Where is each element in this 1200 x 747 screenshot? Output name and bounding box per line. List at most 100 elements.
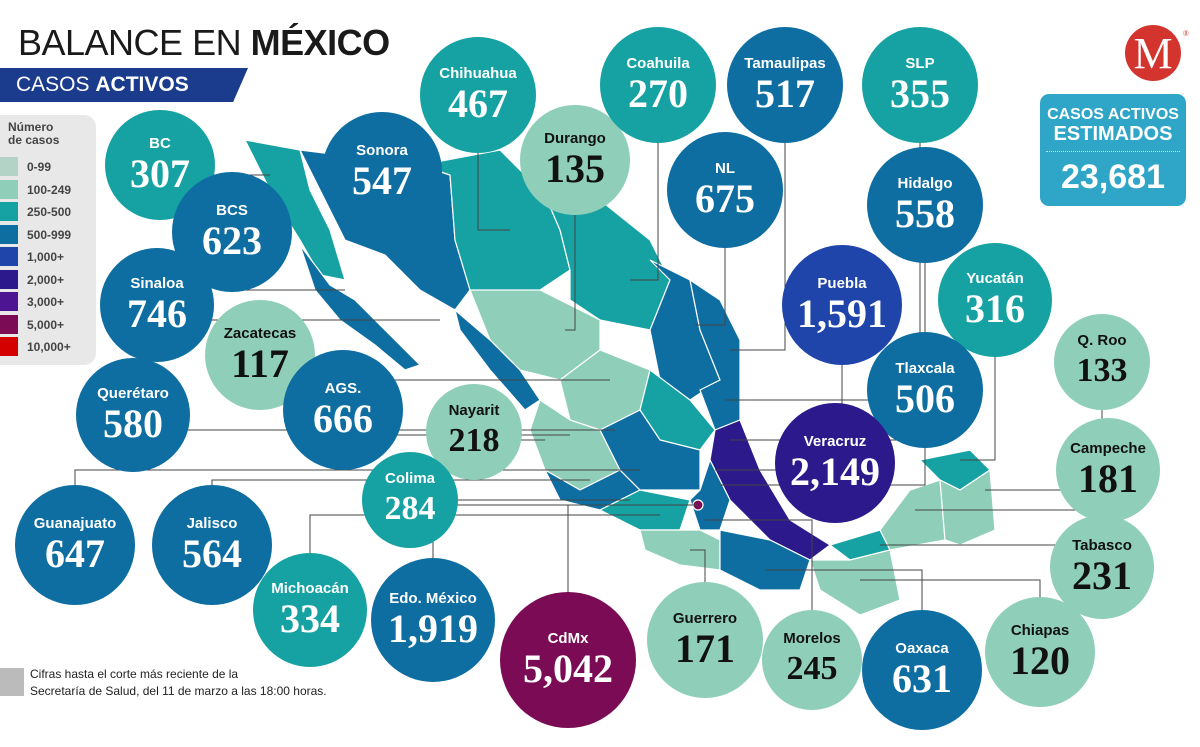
state-name: Veracruz	[803, 433, 867, 450]
state-value: 334	[280, 596, 340, 641]
legend-label: 500-999	[27, 227, 72, 242]
subtitle-light: CASOS	[16, 73, 96, 96]
footnote-line2: Secretaría de Salud, del 11 de marzo a l…	[30, 684, 327, 698]
state-name: SLP	[905, 55, 935, 72]
state-name: BCS	[216, 202, 248, 219]
legend-item: 100-249	[0, 179, 100, 200]
legend-item: 3,000+	[0, 292, 100, 312]
state-name: Chiapas	[1010, 622, 1070, 639]
state-bubble: SLP 355	[862, 27, 978, 143]
leader-line	[630, 85, 659, 281]
state-bubble: Chihuahua 467	[420, 37, 536, 153]
region-guerrero	[639, 529, 721, 571]
footnote-line1: Cifras hasta el corte más reciente de la	[30, 667, 239, 681]
logo-letter: M	[1133, 29, 1173, 78]
state-name: Jalisco	[186, 515, 238, 532]
state-bubble: Yucatán 316	[938, 243, 1052, 357]
state-value: 746	[127, 291, 187, 336]
state-name: Yucatán	[966, 270, 1024, 287]
state-bubble: Morelos 245	[762, 610, 862, 710]
state-name: Zacatecas	[223, 325, 297, 342]
legend: Número de casos 0-99 100-249 250-500 500-999…	[0, 115, 96, 365]
state-value: 623	[202, 218, 262, 263]
state-value: 181	[1078, 456, 1138, 501]
total-active-cases-box: CASOS ACTIVOS ESTIMADOS 23,681	[1040, 94, 1186, 206]
legend-label: 2,000+	[27, 272, 65, 287]
state-name: Sonora	[356, 142, 408, 159]
legend-item: 250-500	[0, 202, 100, 222]
state-bubble: Campeche 181	[1056, 418, 1160, 522]
registered-mark: ®	[1182, 29, 1189, 38]
state-bubble: Guerrero 171	[647, 582, 763, 698]
state-value: 316	[965, 286, 1025, 331]
legend-swatch	[0, 179, 18, 199]
state-value: 517	[755, 71, 815, 116]
milenio-logo: M ®	[1125, 25, 1189, 81]
state-name: Querétaro	[97, 385, 169, 402]
legend-swatch	[0, 337, 18, 356]
state-value: 231	[1072, 553, 1132, 598]
legend-title-line2: de casos	[8, 133, 60, 147]
legend-item: 0-99	[0, 157, 100, 177]
total-value: 23,681	[1061, 158, 1165, 196]
state-name: Morelos	[783, 630, 841, 647]
legend-label: 10,000+	[27, 340, 71, 354]
legend-label: 5,000+	[27, 317, 65, 332]
state-value: 133	[1076, 352, 1128, 389]
state-bubble: Tabasco 231	[1050, 515, 1154, 619]
state-bubble: Jalisco 564	[152, 485, 272, 605]
state-value: 580	[103, 401, 163, 446]
state-name: Q. Roo	[1077, 332, 1127, 349]
state-name: Hidalgo	[897, 175, 953, 192]
state-bubble: Oaxaca 631	[862, 610, 982, 730]
legend-item: 500-999	[0, 224, 100, 245]
state-value: 467	[448, 81, 508, 126]
state-name: Tabasco	[1072, 537, 1132, 554]
divider	[1046, 151, 1180, 152]
state-name: Nayarit	[448, 402, 500, 419]
legend-swatch	[0, 247, 18, 266]
state-bubble: CdMx 5,042	[500, 592, 636, 728]
legend-item: 5,000+	[0, 314, 100, 335]
leader-line	[565, 160, 576, 331]
state-name: Campeche	[1070, 440, 1146, 457]
state-value: 117	[231, 341, 289, 386]
legend-label: 3,000+	[27, 295, 65, 309]
state-name: NL	[715, 160, 735, 177]
title-light: BALANCE EN	[18, 22, 251, 63]
state-name: Colima	[384, 470, 435, 487]
state-value: 547	[352, 158, 412, 203]
region-sinaloa	[453, 308, 541, 411]
page-title: BALANCE EN MÉXICO	[18, 22, 390, 64]
state-value: 5,042	[523, 646, 613, 691]
state-bubble: Querétaro 580	[76, 358, 190, 472]
state-value: 245	[786, 650, 838, 687]
state-bubble: Q. Roo 133	[1054, 314, 1150, 410]
state-value: 1,919	[388, 606, 478, 651]
legend-item: 1,000+	[0, 247, 100, 267]
state-bubble: NL 675	[667, 132, 783, 248]
state-name: BC	[149, 135, 171, 152]
region-coahuila	[544, 194, 671, 331]
state-bubble: Durango 135	[520, 105, 630, 215]
state-bubble: Sinaloa 746	[100, 248, 214, 362]
subtitle-banner: CASOS ACTIVOS	[0, 68, 248, 102]
state-value: 135	[545, 146, 605, 191]
state-name: Guerrero	[672, 610, 738, 627]
state-value: 120	[1010, 638, 1070, 683]
state-value: 558	[895, 191, 955, 236]
region-campeche	[879, 479, 946, 551]
state-name: Puebla	[817, 275, 867, 292]
subtitle-bold: ACTIVOS	[95, 73, 189, 96]
state-name: Tlaxcala	[895, 360, 955, 377]
leader-line	[730, 85, 786, 351]
state-value: 171	[675, 626, 735, 671]
state-bubble: Michoacán 334	[253, 553, 367, 667]
state-value: 218	[448, 422, 500, 459]
state-name: Coahuila	[626, 55, 690, 72]
legend-label: 250-500	[27, 205, 72, 219]
state-bubble: AGS. 666	[283, 350, 403, 470]
legend-title: Número de casos	[8, 121, 59, 147]
state-bubble: Tamaulipas 517	[727, 27, 843, 143]
state-bubble: Guanajuato 647	[15, 485, 135, 605]
